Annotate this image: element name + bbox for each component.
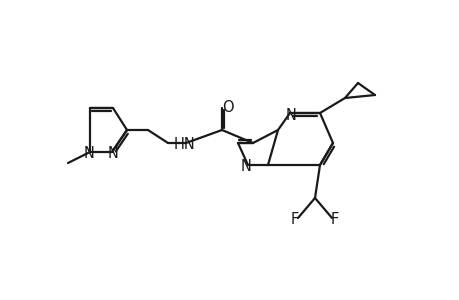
Text: N: N [107, 146, 118, 160]
Text: N: N [240, 158, 251, 173]
Text: F: F [290, 212, 298, 227]
Text: HN: HN [174, 136, 196, 152]
Text: N: N [84, 146, 94, 160]
Text: N: N [285, 107, 296, 122]
Text: F: F [330, 212, 338, 227]
Text: O: O [222, 100, 233, 115]
